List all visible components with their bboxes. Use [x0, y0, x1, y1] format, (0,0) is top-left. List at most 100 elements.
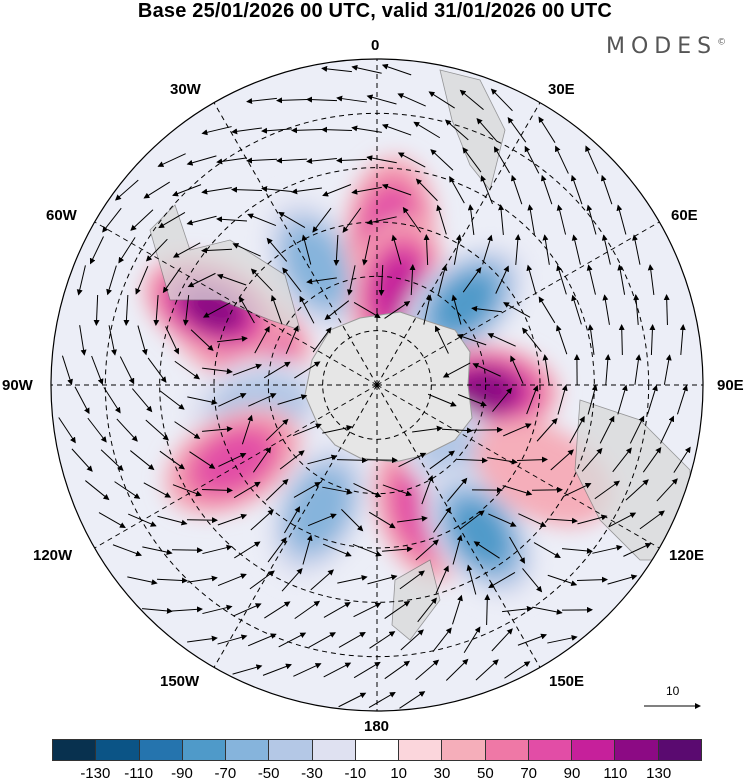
wind-arrow-242	[594, 480, 621, 500]
wind-arrow-78	[201, 247, 233, 254]
wind-arrow-129	[571, 294, 582, 325]
wind-arrow-283	[156, 577, 188, 584]
wind-arrow-186	[87, 417, 107, 443]
wind-arrow-246	[128, 513, 157, 527]
wind-arrow-7	[366, 94, 397, 105]
colorbar-segment-9	[442, 740, 486, 760]
wind-arrow-102	[347, 265, 356, 296]
wind-arrow-132	[663, 294, 670, 326]
wind-arrow-124	[423, 294, 433, 325]
colorbar-tick-11: 90	[563, 765, 581, 782]
wind-arrow-209	[218, 452, 247, 467]
wind-arrow-39	[114, 179, 139, 201]
wind-arrow-143	[456, 333, 487, 346]
wind-arrow-127	[503, 302, 531, 318]
colorbar-tick-3: -70	[214, 765, 237, 782]
wind-arrow-244	[656, 478, 678, 502]
wind-arrow-105	[437, 264, 448, 295]
wind-arrow-140	[285, 325, 299, 355]
wind-arrow-48	[381, 183, 412, 196]
wind-arrow-339	[399, 691, 426, 709]
wind-arrow-326	[547, 635, 578, 644]
wind-arrow-32	[397, 152, 426, 168]
wind-arrow-116	[182, 295, 190, 326]
wind-arrow-223	[642, 446, 662, 473]
map-border	[50, 58, 704, 712]
wind-arrow-178	[492, 387, 513, 412]
wind-arrow-6	[336, 95, 367, 103]
wind-arrow-215	[398, 452, 427, 468]
wind-arrow-163	[542, 354, 550, 385]
wind-arrow-268	[234, 541, 261, 559]
wind-arrow-228	[172, 484, 202, 497]
wind-arrow-106	[462, 267, 482, 293]
wind-arrow-319	[338, 632, 366, 648]
wind-arrow-67	[436, 204, 447, 235]
wind-arrow-309	[452, 594, 463, 625]
wind-arrow-160	[442, 362, 471, 378]
meridian-line	[376, 384, 541, 668]
wind-arrow-91	[601, 234, 611, 265]
wind-arrow-270	[302, 534, 313, 565]
wind-arrow-265	[142, 546, 173, 556]
colorbar-segment-7	[355, 740, 400, 760]
wind-arrow-331	[353, 661, 381, 679]
wind-arrow-144	[487, 333, 516, 347]
wind-arrow-13	[231, 127, 262, 135]
wind-arrow-176	[427, 393, 457, 407]
wind-arrow-282	[127, 576, 158, 586]
wind-arrow-273	[382, 546, 413, 553]
colorbar-segment-1	[96, 740, 140, 760]
wind-arrow-19	[413, 121, 441, 139]
colorbar-tick-5: -30	[301, 765, 323, 782]
wind-arrow-101	[306, 277, 337, 285]
wind-arrow-23	[538, 116, 556, 143]
wind-arrow-33	[430, 149, 454, 171]
wind-arrow-279	[562, 547, 593, 554]
wind-arrow-150	[679, 324, 686, 355]
wind-arrow-52	[510, 174, 523, 205]
colorbar-tick-1: -110	[124, 765, 154, 782]
colorbar-segment-0	[53, 740, 97, 760]
wind-arrow-320	[369, 631, 396, 649]
wind-arrow-16	[321, 126, 353, 133]
wind-arrow-272	[352, 544, 382, 557]
lon-label-90w: 90W	[2, 377, 33, 394]
wind-arrow-80	[266, 237, 288, 262]
wind-arrow-138	[217, 335, 248, 343]
wind-arrow-141	[312, 327, 332, 353]
wind-arrow-336	[504, 661, 531, 679]
wind-arrow-206	[130, 450, 155, 471]
wind-arrow-317	[278, 632, 307, 648]
wind-arrow-254	[368, 511, 396, 529]
wind-arrow-28	[276, 157, 308, 164]
wind-arrow-253	[341, 509, 364, 532]
wind-arrow-45	[291, 187, 322, 195]
wind-arrow-222	[612, 447, 632, 473]
wind-arrow-288	[310, 569, 334, 591]
wind-arrow-122	[353, 301, 381, 319]
wind-arrow-131	[633, 294, 640, 325]
wind-arrow-308	[417, 597, 437, 623]
wind-arrow-267	[202, 544, 233, 555]
wind-arrow-285	[217, 573, 247, 587]
wind-arrow-195	[412, 425, 443, 433]
wind-arrow-118	[239, 296, 255, 324]
wind-arrow-323	[463, 626, 481, 654]
wind-arrow-300	[171, 606, 203, 613]
wind-arrow-62	[278, 211, 306, 229]
wind-arrow-15	[291, 127, 323, 134]
wind-arrow-295	[522, 568, 543, 593]
wind-arrow-139	[254, 325, 270, 354]
wind-arrow-120	[299, 295, 315, 324]
wind-arrow-134	[108, 325, 117, 356]
wind-arrow-47	[351, 186, 382, 195]
wind-arrow-53	[540, 174, 553, 205]
wind-arrow-46	[322, 184, 352, 197]
wind-arrow-35	[493, 146, 511, 174]
meridian-line	[213, 384, 378, 668]
wind-arrow-50	[449, 176, 465, 204]
wind-arrow-310	[484, 594, 491, 626]
wind-arrow-312	[532, 606, 563, 615]
wind-arrow-49	[415, 178, 438, 202]
